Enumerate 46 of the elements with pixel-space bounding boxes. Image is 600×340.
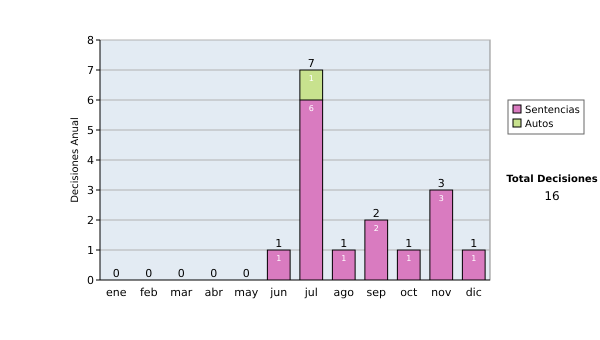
data-label: 1 (308, 74, 314, 83)
total-label: 1 (275, 237, 282, 250)
total-label: 1 (405, 237, 412, 250)
y-tick-label: 2 (87, 214, 94, 227)
x-tick-label: jun (269, 286, 288, 299)
total-label: 0 (145, 267, 152, 280)
total-label: 0 (112, 267, 120, 280)
y-tick-label: 7 (87, 64, 94, 77)
x-tick-label: jul (304, 286, 318, 299)
legend-label: Autos (525, 119, 554, 130)
total-label: 1 (470, 237, 478, 250)
x-tick-label: ago (334, 286, 354, 299)
y-tick-label: 3 (87, 184, 94, 197)
x-tick-label: oct (400, 286, 418, 299)
total-label: 0 (178, 267, 185, 280)
x-tick-label: nov (431, 286, 452, 299)
data-label: 3 (438, 194, 444, 203)
text: Total Decisiones (506, 174, 598, 185)
x-tick-label: sep (366, 286, 386, 299)
total-label: 0 (242, 267, 250, 280)
x-tick-label: abr (204, 286, 224, 299)
data-label: 1 (406, 254, 412, 263)
total-label: 2 (372, 207, 380, 220)
text: 16 (544, 189, 560, 203)
total-label: 0 (210, 267, 218, 280)
x-tick-label: feb (140, 286, 158, 299)
y-tick-label: 4 (87, 154, 94, 167)
total-label: 3 (438, 177, 445, 190)
x-tick-label: may (234, 286, 259, 299)
x-tick-label: mar (170, 286, 193, 299)
y-tick-label: 0 (87, 274, 94, 287)
total-label: 7 (308, 57, 315, 70)
data-label: 6 (308, 104, 314, 113)
y-tick-label: 5 (87, 124, 94, 137)
total-label: 1 (340, 237, 348, 250)
data-label: 1 (471, 254, 476, 263)
data-label: 1 (341, 254, 346, 263)
data-label: 2 (374, 224, 379, 233)
y-tick-label: 1 (87, 244, 94, 257)
x-tick-label: ene (106, 286, 127, 299)
y-axis-title: Decisiones Anual (70, 117, 81, 203)
x-tick-label: dic (466, 286, 482, 299)
legend-label: Sentencias (525, 105, 580, 116)
y-tick-label: 6 (87, 94, 94, 107)
data-label: 1 (276, 254, 282, 263)
y-tick-label: 8 (87, 34, 94, 47)
